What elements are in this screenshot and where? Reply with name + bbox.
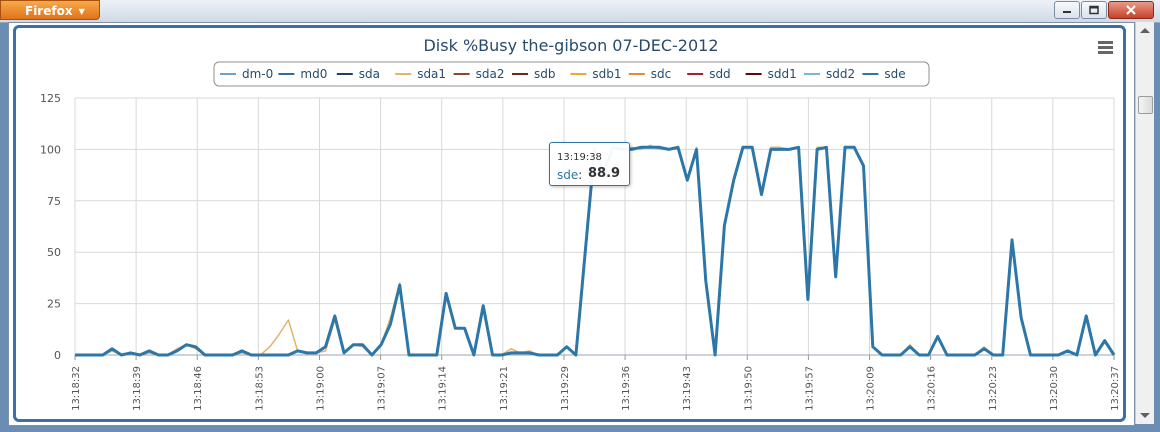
y-tick-label: 50 (47, 246, 61, 259)
y-tick-label: 100 (40, 143, 61, 156)
chart-title: Disk %Busy the-gibson 07-DEC-2012 (423, 36, 718, 55)
legend-item-sdd1[interactable]: sdd1 (745, 67, 797, 81)
x-tick-label: 13:18:46 (193, 366, 204, 411)
firefox-menu-label: Firefox (25, 4, 73, 18)
y-tick-label: 75 (47, 195, 61, 208)
legend-label: sdb (534, 67, 556, 81)
legend-item-sdc[interactable]: sdc (628, 67, 671, 81)
legend-item-sdb1[interactable]: sdb1 (570, 67, 622, 81)
x-tick-label: 13:18:32 (71, 366, 82, 411)
legend-item-sde[interactable]: sde (862, 67, 906, 81)
x-tick-label: 13:19:00 (315, 366, 326, 411)
legend-label: sdd (709, 67, 731, 81)
legend-label: sdb1 (592, 67, 621, 81)
minimize-button[interactable] (1054, 1, 1080, 19)
x-tick-label: 13:20:23 (988, 366, 999, 411)
restore-button[interactable] (1081, 1, 1107, 19)
legend-label: sda2 (476, 67, 505, 81)
x-tick-label: 13:19:14 (438, 366, 449, 411)
x-tick-label: 13:20:37 (1110, 366, 1121, 411)
legend-item-sdd[interactable]: sdd (687, 67, 731, 81)
chart-grid (74, 97, 1115, 356)
legend-label: sdd2 (826, 67, 855, 81)
x-tick-label: 13:18:53 (254, 366, 265, 411)
x-tick-label: 13:19:57 (804, 366, 815, 411)
chart-container (13, 25, 1126, 422)
tooltip-time: 13:19:38 (557, 152, 602, 163)
legend-label: sdd1 (768, 67, 797, 81)
legend-label: sde (884, 67, 905, 81)
y-axis: 0 25 50 75 100 125 (40, 92, 61, 362)
window-titlebar: Firefox ▼ (0, 0, 1160, 23)
x-tick-label: 13:19:29 (560, 366, 571, 411)
legend-item-sdd2[interactable]: sdd2 (804, 67, 855, 81)
legend-item-dm-0[interactable]: dm-0 (220, 67, 273, 81)
legend-item-md0[interactable]: md0 (278, 67, 327, 81)
legend-item-sda1[interactable]: sda1 (395, 67, 446, 81)
y-tick-label: 0 (54, 349, 61, 362)
legend-label: md0 (300, 67, 327, 81)
x-tick-label: 13:19:21 (499, 366, 510, 411)
scroll-down-icon[interactable] (1140, 413, 1150, 418)
tooltip-series-name: sde (557, 168, 579, 182)
y-tick-label: 125 (40, 92, 61, 105)
restore-icon (1089, 5, 1099, 15)
close-icon (1126, 5, 1136, 15)
y-tick-label: 25 (47, 298, 61, 311)
x-tick-label: 13:18:39 (132, 366, 143, 411)
dropdown-arrow-icon: ▼ (78, 7, 85, 16)
x-tick-label: 13:20:09 (866, 366, 877, 411)
legend-label: dm-0 (242, 67, 273, 81)
firefox-menu-button[interactable]: Firefox ▼ (0, 0, 100, 20)
legend-label: sda (359, 67, 380, 81)
tooltip-value: 88.9 (588, 166, 621, 181)
close-button[interactable] (1108, 1, 1154, 19)
legend-label: sda1 (417, 67, 446, 81)
tooltip-series-label: sde: (557, 168, 583, 182)
x-tick-label: 13:20:30 (1049, 366, 1060, 411)
chart-legend: dm-0 md0 sda sda1 sda2 sdb sdb1 sdc sdd sdd1 sdd2 s… (213, 61, 930, 87)
x-tick-label: 13:19:36 (621, 366, 632, 411)
legend-item-sdb[interactable]: sdb (512, 67, 556, 81)
vertical-scrollbar[interactable] (1135, 22, 1154, 424)
x-tick-label: 13:19:43 (682, 366, 693, 411)
export-menu-icon[interactable] (1096, 39, 1114, 55)
x-tick-label: 13:19:50 (743, 366, 754, 411)
minimize-icon (1063, 11, 1071, 13)
x-tick-label: 13:19:07 (377, 366, 388, 411)
legend-item-sda2[interactable]: sda2 (453, 67, 505, 81)
scrollbar-thumb[interactable] (1138, 96, 1153, 114)
legend-item-sda[interactable]: sda (336, 67, 380, 81)
chart-tooltip: 13:19:38 sde: 88.9 (549, 142, 630, 186)
scroll-up-icon[interactable] (1140, 28, 1150, 33)
x-axis: 13:18:32 13:18:39 13:18:46 13:18:53 13:19:00… (71, 354, 1121, 411)
x-tick-label: 13:20:16 (927, 366, 938, 411)
legend-label: sdc (651, 67, 671, 81)
